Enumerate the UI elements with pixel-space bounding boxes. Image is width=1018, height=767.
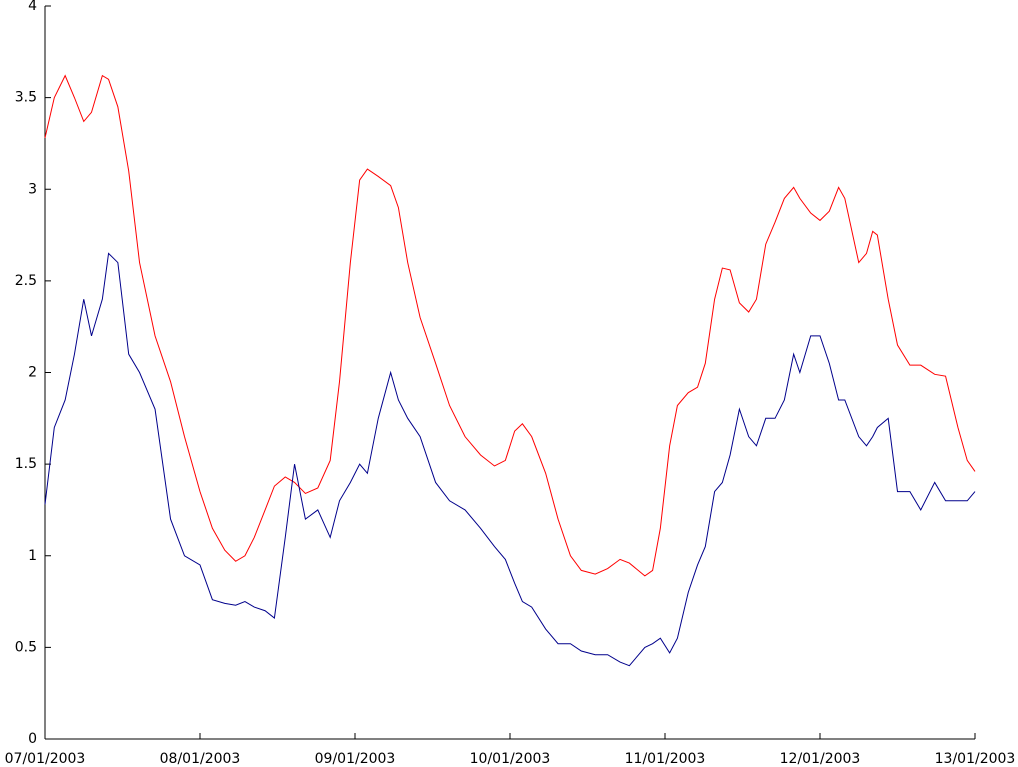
series-line <box>44 252 976 667</box>
x-tick-label: 13/01/2003 <box>935 751 1016 767</box>
y-tick-label: 1 <box>28 548 37 564</box>
y-tick-label: 2.5 <box>15 273 37 289</box>
x-tick-label: 08/01/2003 <box>160 751 241 767</box>
y-tick-label: 0.5 <box>15 639 37 655</box>
x-tick-label: 10/01/2003 <box>470 751 551 767</box>
y-tick-label: 1.5 <box>15 456 37 472</box>
y-tick-label: 4 <box>28 0 37 14</box>
x-tick-label: 11/01/2003 <box>625 751 706 767</box>
x-tick-label: 07/01/2003 <box>5 751 86 767</box>
y-tick-label: 3 <box>28 181 37 197</box>
series-line <box>44 74 976 577</box>
y-tick-label: 3.5 <box>15 90 37 106</box>
x-tick-label: 12/01/2003 <box>780 751 861 767</box>
x-tick-label: 09/01/2003 <box>315 751 396 767</box>
y-tick-label: 0 <box>28 731 37 747</box>
y-tick-label: 2 <box>28 365 37 381</box>
